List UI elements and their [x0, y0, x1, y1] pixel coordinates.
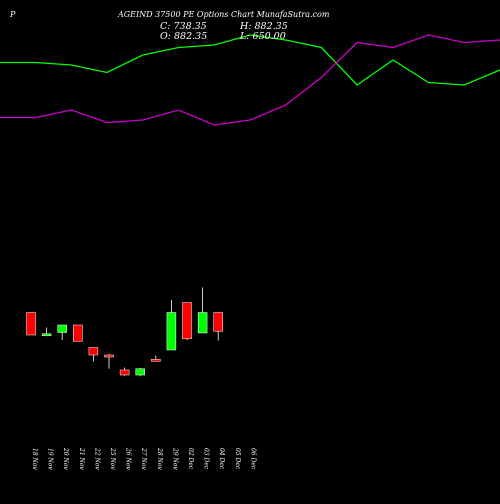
x-tick-label: 28 Nov	[156, 447, 163, 470]
candle	[57, 324, 67, 340]
x-tick-label: 21 Nov	[78, 447, 85, 470]
green-indicator-line	[0, 34, 500, 86]
candle-body	[26, 312, 36, 336]
close-value: C: 738.35	[160, 21, 207, 32]
candle-body	[166, 312, 177, 351]
x-tick-label: 22 Nov	[93, 447, 100, 470]
x-tick-label: 06 Dec	[249, 448, 256, 470]
x-tick-label: 20 Nov	[62, 447, 69, 470]
candle-body	[182, 302, 192, 339]
candle	[213, 312, 223, 341]
candle	[88, 347, 99, 362]
high-value: H: 882.35	[240, 21, 288, 32]
low-value: L: 650.00	[240, 31, 286, 42]
candle-body	[197, 312, 208, 334]
candle	[135, 368, 145, 377]
candle	[166, 300, 177, 351]
candle	[151, 355, 161, 362]
candle-body	[135, 368, 145, 376]
x-tick-label: 25 Nov	[109, 447, 116, 470]
candle-body	[73, 324, 83, 342]
open-value: O: 882.35	[160, 31, 208, 42]
x-tick-label: 29 Nov	[171, 447, 178, 470]
candle	[197, 287, 208, 334]
candle	[104, 353, 114, 369]
magenta-indicator-line	[0, 34, 500, 126]
x-tick-label: 27 Nov	[140, 447, 147, 470]
x-tick-label: 18 Nov	[31, 448, 38, 470]
candle	[73, 324, 83, 342]
x-tick-label: 04 Dec	[218, 448, 225, 470]
candle	[182, 302, 192, 340]
candle-body	[104, 354, 114, 358]
x-tick-label: 19 Nov	[47, 448, 54, 470]
x-tick-label: 05 Dec	[234, 448, 241, 470]
x-tick-label: 02 Dec	[187, 448, 194, 470]
symbol-prefix: P	[10, 10, 16, 19]
candle-body	[41, 333, 52, 336]
candle-body	[151, 359, 161, 362]
candle	[41, 327, 52, 337]
candle	[26, 312, 36, 336]
x-tick-label: 26 Nov	[125, 447, 132, 470]
candle-body	[57, 324, 67, 333]
candle-body	[119, 369, 130, 376]
candle	[119, 367, 130, 376]
candle-body	[88, 347, 99, 356]
x-tick-label: 03 Dec	[203, 448, 210, 470]
candle-body	[213, 312, 223, 332]
chart-title: AGEIND 37500 PE Options Chart MunafaSutr…	[118, 10, 330, 19]
